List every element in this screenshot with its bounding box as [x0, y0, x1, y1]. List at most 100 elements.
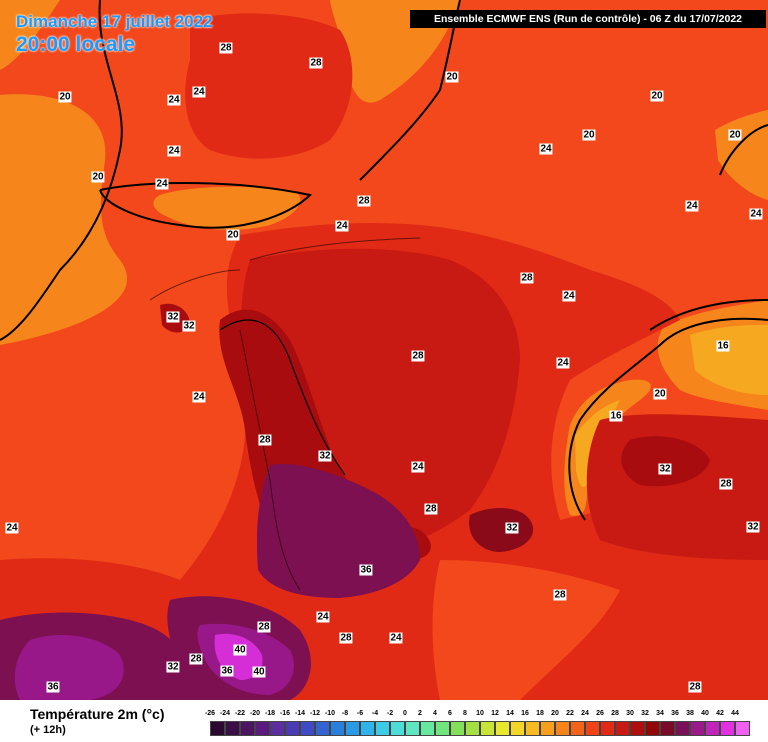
legend-swatch [630, 721, 645, 736]
isoline-20-alps-north [649, 299, 768, 331]
band-20-atlantic [0, 94, 128, 345]
legend-swatch [675, 721, 690, 736]
legend-tick-label: 38 [686, 710, 694, 717]
isotherm-label: 28 [553, 589, 567, 601]
isotherm-label: 24 [411, 461, 425, 473]
legend-tick-label: -2 [386, 710, 394, 717]
isotherm-label: 40 [233, 644, 247, 656]
legend-title: Température 2m (°c) [30, 706, 165, 722]
isotherm-label: 24 [556, 357, 570, 369]
band-36-southwest [256, 464, 420, 598]
isotherm-label: 24 [539, 143, 553, 155]
legend-ticks: -26 -24 -22 -20 -18 -16 -14 -12 -10 -8 -6 -4 -2 0 2 4 6 8… [205, 709, 750, 719]
legend-tick-label: 8 [463, 710, 467, 717]
legend-tick-label: 14 [506, 710, 514, 717]
legend-tick-label: -18 [264, 710, 276, 717]
legend-swatch [315, 721, 330, 736]
legend-swatch [375, 721, 390, 736]
legend-tick-label: -20 [249, 710, 261, 717]
legend-swatch [600, 721, 615, 736]
legend-tick-label: -16 [279, 710, 291, 717]
legend-swatch [525, 721, 540, 736]
isotherm-label: 16 [716, 340, 730, 352]
isotherm-label: 20 [58, 91, 72, 103]
legend-swatch [210, 721, 225, 736]
band-20-northeast [715, 110, 768, 200]
legend-tick-label: 40 [701, 710, 709, 717]
legend-tick-label: 32 [641, 710, 649, 717]
isotherm-label: 16 [609, 410, 623, 422]
isotherm-label: 20 [650, 90, 664, 102]
legend-swatch [435, 721, 450, 736]
isotherm-label: 36 [220, 665, 234, 677]
legend-swatch [690, 721, 705, 736]
legend-swatch [465, 721, 480, 736]
coastline [149, 237, 421, 591]
legend-tick-label: 28 [611, 710, 619, 717]
legend-subtitle: (+ 12h) [30, 724, 66, 736]
band-32-italy [621, 436, 710, 487]
legend-tick-label: 18 [536, 710, 544, 717]
isotherm-label: 32 [166, 661, 180, 673]
band-32-provence [469, 508, 534, 552]
legend-tick-label: -4 [371, 710, 379, 717]
band-30-italy [586, 414, 768, 560]
band-24-mediterranean [432, 560, 620, 700]
isotherm-label: 20 [728, 129, 742, 141]
isotherm-label: 32 [746, 521, 760, 533]
temperature-map: Dimanche 17 juillet 2022 20:00 locale En… [0, 0, 768, 700]
isotherm-label: 24 [685, 200, 699, 212]
legend-tick-label: 26 [596, 710, 604, 717]
legend-swatch [450, 721, 465, 736]
band-16-alps [690, 325, 768, 395]
legend-tick-label: 2 [418, 710, 422, 717]
isoline-20-northeast [719, 124, 768, 176]
isotherm-label: 20 [653, 388, 667, 400]
band-28-england [185, 13, 353, 159]
legend-swatch [510, 721, 525, 736]
isotherm-label: 24 [749, 208, 763, 220]
legend-swatch [720, 721, 735, 736]
isotherm-label: 24 [155, 178, 169, 190]
isotherm-label: 24 [335, 220, 349, 232]
forecast-time: 20:00 locale [16, 33, 136, 56]
isotherm-label: 28 [339, 632, 353, 644]
isotherm-label: 32 [505, 522, 519, 534]
isotherm-label: 28 [424, 503, 438, 515]
legend-swatch [705, 721, 720, 736]
legend-tick-label: -10 [324, 710, 336, 717]
isotherm-label: 28 [219, 42, 233, 54]
band-38-spain-west [14, 635, 124, 700]
legend-colorbar [210, 721, 754, 736]
isotherm-label: 28 [357, 195, 371, 207]
legend-swatch [390, 721, 405, 736]
legend-swatch [420, 721, 435, 736]
legend-tick-label: 16 [521, 710, 529, 717]
isotherm-label: 28 [719, 478, 733, 490]
isotherm-label: 24 [389, 632, 403, 644]
legend-swatch [330, 721, 345, 736]
isotherm-label: 32 [182, 320, 196, 332]
isoline-20-alps [568, 317, 768, 521]
isotherm-label: 28 [257, 621, 271, 633]
legend-tick-label: -8 [341, 710, 349, 717]
legend-tick-label: -22 [234, 710, 246, 717]
isotherm-label: 24 [316, 611, 330, 623]
legend-swatch [285, 721, 300, 736]
legend-tick-label: 42 [716, 710, 724, 717]
isotherm-label: 36 [46, 681, 60, 693]
isotherm-label: 28 [189, 653, 203, 665]
isotherm-label: 24 [562, 290, 576, 302]
legend-swatch [345, 721, 360, 736]
legend-swatch [555, 721, 570, 736]
legend-tick-label: 36 [671, 710, 679, 717]
legend-swatch [405, 721, 420, 736]
legend-swatch [495, 721, 510, 736]
isoline-32 [219, 319, 346, 476]
isotherm-label: 20 [226, 229, 240, 241]
legend-swatch [585, 721, 600, 736]
legend-swatch [240, 721, 255, 736]
isotherm-label: 24 [192, 391, 206, 403]
legend-tick-label: -6 [356, 710, 364, 717]
band-20-channel [153, 186, 301, 230]
